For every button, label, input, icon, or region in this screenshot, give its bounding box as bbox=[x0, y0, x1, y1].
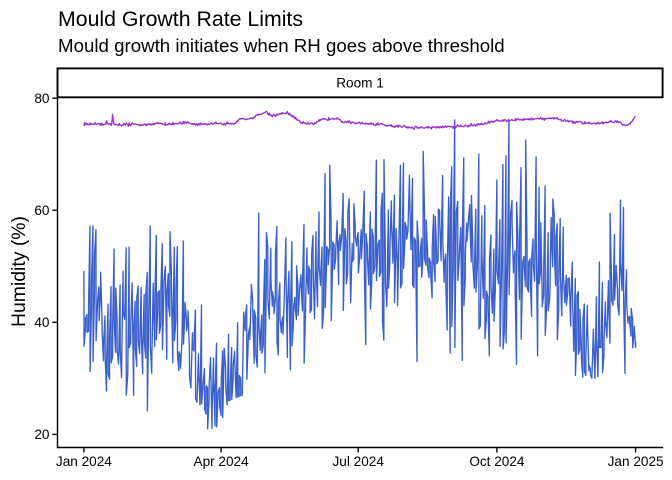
svg-text:80: 80 bbox=[34, 91, 50, 106]
svg-text:Jan 2025: Jan 2025 bbox=[608, 454, 664, 469]
svg-text:Jul 2024: Jul 2024 bbox=[332, 454, 384, 469]
svg-text:40: 40 bbox=[34, 315, 50, 330]
svg-text:Jan 2024: Jan 2024 bbox=[56, 454, 112, 469]
svg-text:Room 1: Room 1 bbox=[336, 76, 384, 91]
svg-text:Humidity (%): Humidity (%) bbox=[8, 216, 30, 327]
svg-text:60: 60 bbox=[34, 203, 50, 218]
svg-text:Mould Growth Rate Limits: Mould Growth Rate Limits bbox=[58, 7, 303, 31]
svg-text:Mould growth initiates when RH: Mould growth initiates when RH goes abov… bbox=[58, 35, 505, 56]
svg-text:Oct 2024: Oct 2024 bbox=[469, 454, 525, 469]
svg-text:20: 20 bbox=[34, 427, 50, 442]
svg-text:Apr 2024: Apr 2024 bbox=[194, 454, 250, 469]
